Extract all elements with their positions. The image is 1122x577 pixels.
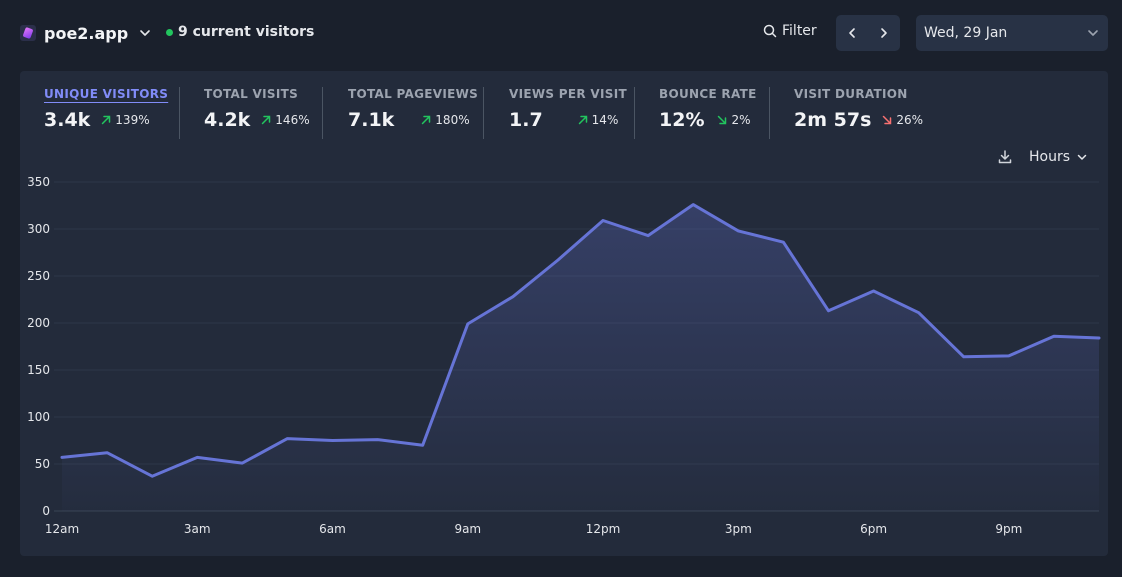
date-range-select[interactable]: Wed, 29 Jan: [916, 15, 1108, 51]
download-icon: [998, 150, 1012, 164]
date-range-label: Wed, 29 Jan: [924, 25, 1008, 41]
metric-change-value: 180%: [435, 113, 470, 127]
site-switcher[interactable]: poe2.app: [20, 20, 152, 46]
x-tick-label: 6pm: [860, 522, 887, 536]
metric-value: 2m 57s: [794, 109, 872, 131]
chart-tools: Hours: [997, 149, 1088, 165]
chevron-right-icon: [881, 28, 887, 38]
metric-change: 26%: [881, 113, 923, 127]
metric-divider: [322, 87, 323, 139]
stats-panel: UNIQUE VISITORS 3.4k 139% TOTAL VISITS 4…: [20, 71, 1108, 556]
metrics-row: UNIQUE VISITORS 3.4k 139% TOTAL VISITS 4…: [20, 71, 1108, 151]
series-line: [60, 203, 1101, 478]
filter-label: Filter: [782, 23, 817, 39]
previous-period-button[interactable]: [836, 15, 868, 51]
chevron-down-icon: [1077, 154, 1087, 160]
metric-change-value: 14%: [591, 113, 619, 127]
metric-change: 146%: [260, 113, 310, 127]
metric-label: TOTAL VISITS: [204, 87, 299, 101]
site-name: poe2.app: [44, 23, 129, 43]
download-button[interactable]: [997, 149, 1013, 165]
x-tick-label: 3pm: [725, 522, 752, 536]
y-tick-label: 50: [35, 457, 50, 471]
metric-label: BOUNCE RATE: [659, 87, 757, 101]
current-visitors[interactable]: 9 current visitors: [166, 24, 314, 40]
metric-value: 12%: [659, 109, 705, 131]
metric-divider: [634, 87, 635, 139]
x-tick-label: 3am: [184, 522, 211, 536]
y-tick-label: 0: [42, 504, 50, 518]
metric-label: TOTAL PAGEVIEWS: [348, 87, 479, 101]
next-period-button[interactable]: [868, 15, 900, 51]
metric-divider: [179, 87, 180, 139]
y-tick-label: 150: [27, 363, 50, 377]
metric-value: 1.7: [509, 109, 543, 131]
y-tick-label: 100: [27, 410, 50, 424]
visitors-chart[interactable]: 0 50 100 150 200 250 300 350 12am 3am 6am 9am 12pm 3…: [20, 71, 1108, 556]
metric-change: 180%: [420, 113, 470, 127]
metric-total-visits[interactable]: TOTAL VISITS 4.2k 146%: [204, 87, 310, 131]
x-tick-label: 12am: [45, 522, 79, 536]
top-bar: poe2.app 9 current visitors Filter Wed, …: [0, 0, 1122, 66]
metric-label: VIEWS PER VISIT: [509, 87, 627, 101]
x-tick-label: 9am: [454, 522, 481, 536]
metric-bounce-rate[interactable]: BOUNCE RATE 12% 2%: [659, 87, 757, 131]
metric-value: 7.1k: [348, 109, 395, 131]
series-area: [62, 204, 1099, 511]
metric-views-per-visit[interactable]: VIEWS PER VISIT 1.7 14%: [509, 87, 627, 131]
arrow-up-right-icon: [102, 115, 111, 125]
y-tick-label: 250: [27, 269, 50, 283]
metric-total-pageviews[interactable]: TOTAL PAGEVIEWS 7.1k 180%: [348, 87, 478, 131]
interval-select[interactable]: Hours: [1029, 149, 1088, 165]
metric-visit-duration[interactable]: VISIT DURATION 2m 57s 26%: [794, 87, 923, 131]
metric-change-value: 146%: [275, 113, 310, 127]
search-icon: [763, 24, 777, 38]
y-tick-label: 200: [27, 316, 50, 330]
x-tick-label: 6am: [319, 522, 346, 536]
interval-label: Hours: [1028, 149, 1070, 165]
x-tick-label: 9pm: [995, 522, 1022, 536]
metric-divider: [483, 87, 484, 139]
metric-value: 3.4k: [44, 109, 91, 131]
arrow-up-right-icon: [578, 115, 587, 125]
metric-label: UNIQUE VISITORS: [44, 87, 169, 101]
chevron-down-icon: [1088, 30, 1098, 36]
filter-button[interactable]: Filter: [763, 23, 817, 39]
chevron-left-icon: [849, 28, 855, 38]
chevron-down-icon: [140, 30, 151, 36]
y-tick-label: 350: [27, 175, 50, 189]
live-dot-icon: [166, 28, 173, 36]
y-tick-label: 300: [27, 222, 50, 236]
metric-unique-visitors[interactable]: UNIQUE VISITORS 3.4k 139%: [44, 87, 168, 131]
metric-change-value: 26%: [896, 113, 924, 127]
current-visitors-label: 9 current visitors: [178, 24, 315, 40]
site-favicon-icon: [20, 25, 36, 41]
metric-label: VISIT DURATION: [794, 87, 908, 101]
arrow-down-right-icon: [718, 115, 727, 125]
metric-change: 14%: [577, 113, 619, 127]
arrow-up-right-icon: [262, 115, 271, 125]
metric-value: 4.2k: [204, 109, 251, 131]
date-nav: [836, 15, 900, 51]
arrow-up-right-icon: [422, 115, 431, 125]
metric-change: 2%: [716, 113, 751, 127]
metric-change: 139%: [100, 113, 150, 127]
x-tick-label: 12pm: [586, 522, 621, 536]
metric-change-value: 139%: [115, 113, 150, 127]
metric-change-value: 2%: [731, 113, 751, 127]
arrow-down-right-icon: [883, 115, 892, 125]
metric-divider: [769, 87, 770, 139]
